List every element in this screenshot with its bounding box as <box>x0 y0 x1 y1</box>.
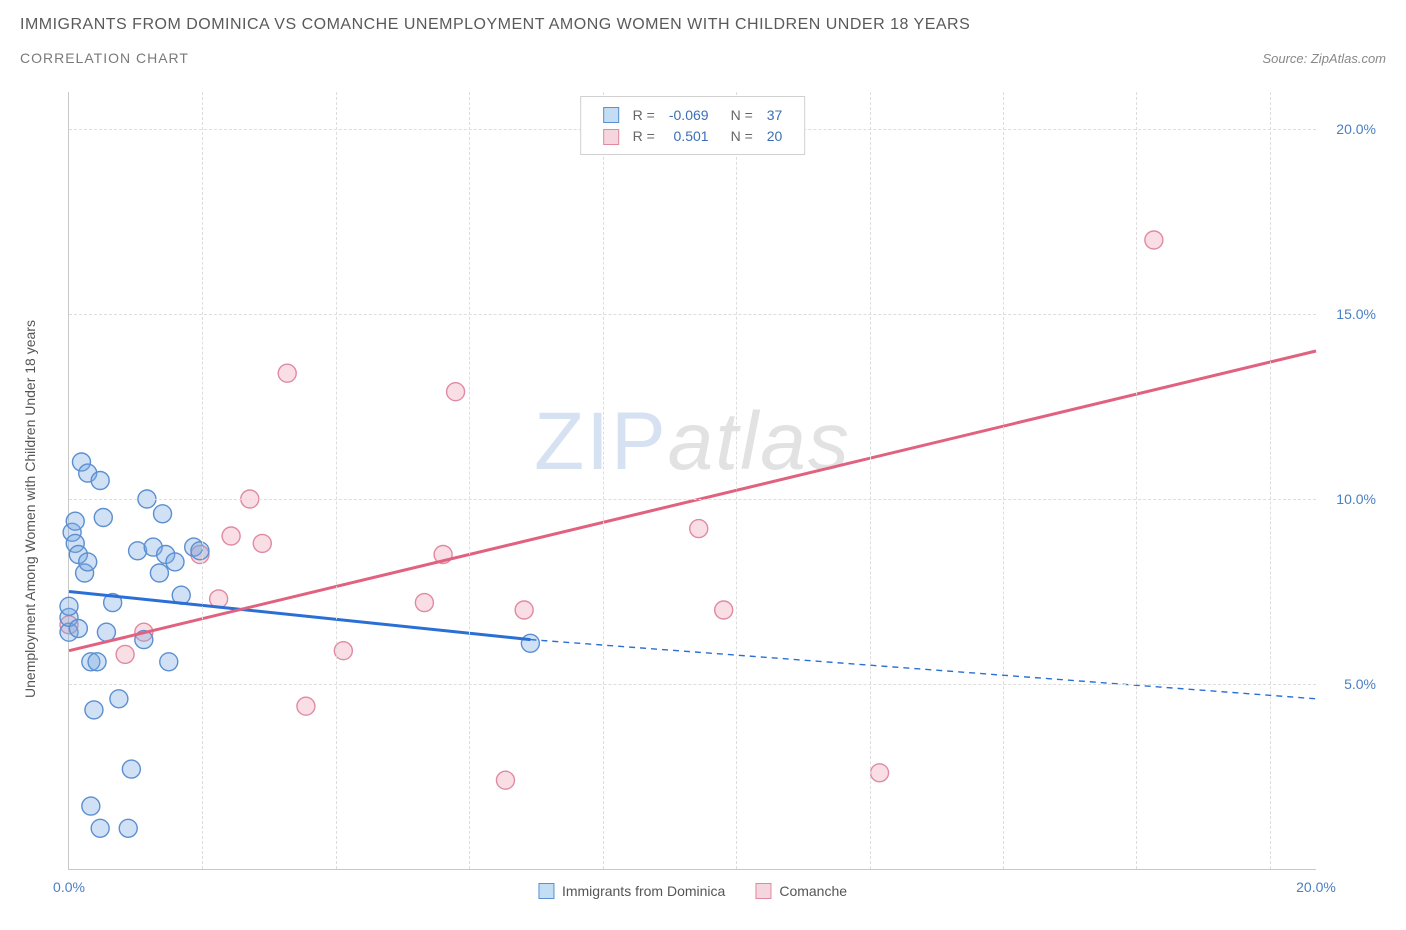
data-point <box>521 634 539 652</box>
data-point <box>871 764 889 782</box>
data-point <box>91 819 109 837</box>
y-axis-label: Unemployment Among Women with Children U… <box>22 320 38 698</box>
legend-series-label-0: Immigrants from Dominica <box>562 883 725 899</box>
data-point <box>1145 231 1163 249</box>
data-point <box>82 797 100 815</box>
data-point <box>97 623 115 641</box>
x-tick-label: 20.0% <box>1296 879 1336 895</box>
data-point <box>88 653 106 671</box>
data-point <box>160 653 178 671</box>
legend-swatch-bottom-1 <box>755 883 771 899</box>
x-tick-label: 0.0% <box>53 879 85 895</box>
data-point <box>222 527 240 545</box>
legend-swatch-bottom-0 <box>538 883 554 899</box>
legend-n-value-1: 20 <box>761 126 789 145</box>
data-point <box>191 542 209 560</box>
data-point <box>69 620 87 638</box>
chart-subtitle: CORRELATION CHART <box>20 50 189 66</box>
legend-series-label-1: Comanche <box>779 883 847 899</box>
data-point <box>278 364 296 382</box>
chart-source: Source: ZipAtlas.com <box>1262 51 1386 66</box>
data-point <box>94 509 112 527</box>
data-point <box>60 597 78 615</box>
legend-bottom-item-1: Comanche <box>755 883 847 899</box>
legend-n-label: N = <box>717 126 759 145</box>
data-point <box>79 553 97 571</box>
data-point <box>715 601 733 619</box>
data-point <box>515 601 533 619</box>
legend-swatch-0 <box>603 107 619 123</box>
chart-container: Unemployment Among Women with Children U… <box>20 92 1386 910</box>
plot-svg <box>69 92 1316 869</box>
data-point <box>496 771 514 789</box>
legend-bottom-item-0: Immigrants from Dominica <box>538 883 725 899</box>
legend-r-value-1: 0.501 <box>663 126 715 145</box>
chart-title: IMMIGRANTS FROM DOMINICA VS COMANCHE UNE… <box>20 16 1386 34</box>
y-tick-label: 10.0% <box>1336 491 1376 507</box>
data-point <box>334 642 352 660</box>
legend-r-value-0: -0.069 <box>663 105 715 124</box>
data-point <box>297 697 315 715</box>
y-tick-label: 20.0% <box>1336 121 1376 137</box>
data-point <box>150 564 168 582</box>
data-point <box>690 520 708 538</box>
data-point <box>166 553 184 571</box>
y-tick-label: 15.0% <box>1336 306 1376 322</box>
legend-r-label: R = <box>627 105 661 124</box>
legend-n-label: N = <box>717 105 759 124</box>
plot-area: ZIPatlas R = -0.069 N = 37 R = 0.501 N =… <box>68 92 1316 870</box>
data-point <box>447 383 465 401</box>
legend-row-series-0: R = -0.069 N = 37 <box>597 105 789 124</box>
data-point <box>122 760 140 778</box>
legend-correlation: R = -0.069 N = 37 R = 0.501 N = 20 <box>580 96 806 155</box>
data-point <box>91 472 109 490</box>
data-point <box>119 819 137 837</box>
data-point <box>154 505 172 523</box>
data-point <box>253 534 271 552</box>
legend-series: Immigrants from Dominica Comanche <box>538 883 847 899</box>
legend-r-label: R = <box>627 126 661 145</box>
data-point <box>110 690 128 708</box>
data-point <box>116 645 134 663</box>
trend-line-0-ext <box>530 640 1316 699</box>
data-point <box>66 512 84 530</box>
data-point <box>415 594 433 612</box>
y-tick-label: 5.0% <box>1344 676 1376 692</box>
legend-swatch-1 <box>603 129 619 145</box>
legend-row-series-1: R = 0.501 N = 20 <box>597 126 789 145</box>
data-point <box>85 701 103 719</box>
legend-n-value-0: 37 <box>761 105 789 124</box>
